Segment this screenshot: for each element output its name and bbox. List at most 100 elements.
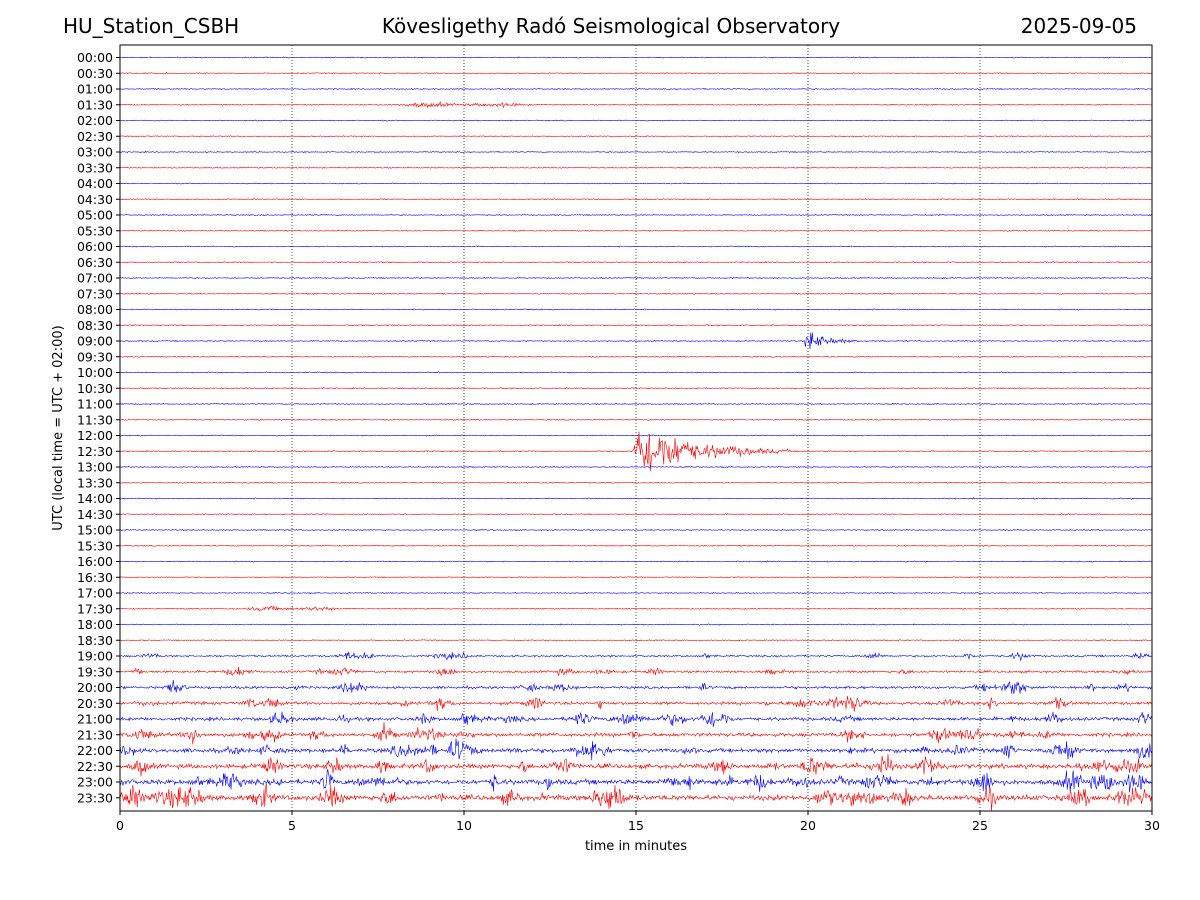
y-tick-label: 07:30 — [77, 286, 113, 301]
trace-0630 — [119, 260, 1153, 264]
y-tick-label: 13:30 — [77, 475, 113, 490]
y-tick-label: 00:00 — [77, 50, 113, 65]
y-tick-label: 18:00 — [77, 617, 113, 632]
x-tick-label: 10 — [456, 818, 472, 833]
y-tick-label: 04:30 — [77, 192, 113, 207]
y-tick-label: 01:30 — [77, 97, 113, 112]
y-tick-label: 07:00 — [77, 271, 113, 286]
trace-1400 — [119, 497, 1153, 500]
trace-1100 — [119, 402, 1153, 406]
y-tick-label: 13:00 — [77, 460, 113, 475]
y-tick-label: 04:00 — [77, 176, 113, 191]
trace-2030 — [119, 696, 1153, 712]
trace-0100 — [119, 87, 1153, 91]
trace-1130 — [119, 418, 1153, 421]
y-tick-label: 10:30 — [77, 381, 113, 396]
station-name: HU_Station_CSBH — [63, 14, 240, 38]
y-tick-label: 05:00 — [77, 208, 113, 223]
y-tick-label: 15:00 — [77, 523, 113, 538]
trace-2230 — [119, 753, 1153, 777]
y-tick-label: 21:30 — [77, 727, 113, 742]
trace-1200 — [119, 434, 1153, 437]
trace-1500 — [119, 528, 1153, 532]
y-tick-label: 17:30 — [77, 601, 113, 616]
trace-1830 — [119, 639, 1153, 642]
x-tick-label: 30 — [1144, 818, 1160, 833]
y-tick-label: 03:30 — [77, 160, 113, 175]
y-tick-label: 20:30 — [77, 696, 113, 711]
y-tick-label: 22:30 — [77, 759, 113, 774]
y-tick-label: 21:00 — [77, 712, 113, 727]
y-tick-label: 15:30 — [77, 538, 113, 553]
trace-1300 — [119, 465, 1153, 469]
grid-lines — [291, 45, 981, 811]
y-tick-label: 03:00 — [77, 145, 113, 160]
trace-0600 — [119, 245, 1153, 248]
y-tick-label: 09:00 — [77, 334, 113, 349]
trace-1030 — [119, 386, 1153, 390]
y-tick-label: 11:30 — [77, 412, 113, 427]
trace-0800 — [119, 308, 1153, 311]
trace-1330 — [119, 481, 1153, 484]
trace-0430 — [119, 197, 1153, 201]
trace-2100 — [119, 711, 1153, 727]
y-tick-label: 18:30 — [77, 633, 113, 648]
x-axis-label: time in minutes — [585, 839, 687, 854]
observatory-title: Kövesligethy Radó Seismological Observat… — [381, 14, 841, 38]
trace-0200 — [119, 119, 1153, 122]
trace-2130 — [119, 722, 1153, 745]
trace-2300 — [119, 769, 1153, 793]
trace-1000 — [119, 371, 1153, 374]
y-tick-label: 19:30 — [77, 664, 113, 679]
y-tick-label: 09:30 — [77, 349, 113, 364]
trace-1630 — [119, 576, 1153, 579]
x-axis: 0 5 10 15 20 25 30 — [116, 811, 1160, 833]
trace-0900 — [119, 332, 1153, 350]
plot-date: 2025-09-05 — [1020, 14, 1137, 38]
y-tick-label: 08:30 — [77, 318, 113, 333]
y-tick-label: 01:00 — [77, 82, 113, 97]
x-tick-label: 5 — [288, 818, 296, 833]
y-tick-label: 23:00 — [77, 775, 113, 790]
y-tick-label: 02:30 — [77, 129, 113, 144]
y-tick-label: 08:00 — [77, 302, 113, 317]
y-tick-label: 06:00 — [77, 239, 113, 254]
y-tick-label: 06:30 — [77, 255, 113, 270]
y-tick-label: 12:30 — [77, 444, 113, 459]
trace-1800 — [119, 623, 1153, 626]
trace-1900 — [119, 651, 1153, 662]
x-tick-label: 20 — [800, 818, 816, 833]
y-tick-label: 16:30 — [77, 570, 113, 585]
y-tick-label: 02:00 — [77, 113, 113, 128]
trace-0300 — [119, 150, 1153, 154]
x-tick-label: 0 — [116, 818, 124, 833]
trace-0330 — [119, 166, 1153, 169]
y-tick-label: 14:30 — [77, 507, 113, 522]
y-tick-label: 00:30 — [77, 66, 113, 81]
y-tick-label: 17:00 — [77, 586, 113, 601]
y-tick-label: 11:00 — [77, 397, 113, 412]
y-tick-label: 10:00 — [77, 365, 113, 380]
y-tick-label: 14:00 — [77, 491, 113, 506]
trace-1230 — [119, 431, 1153, 472]
trace-2000 — [119, 679, 1153, 694]
trace-0500 — [119, 213, 1153, 217]
trace-0230 — [119, 135, 1153, 138]
trace-0130 — [119, 101, 1153, 109]
trace-0730 — [119, 292, 1153, 295]
trace-1700 — [119, 591, 1153, 595]
trace-2330 — [119, 782, 1153, 811]
y-tick-label: 12:00 — [77, 428, 113, 443]
y-tick-label: 16:00 — [77, 554, 113, 569]
y-tick-label: 05:30 — [77, 223, 113, 238]
trace-0930 — [119, 355, 1153, 358]
x-tick-label: 25 — [972, 818, 988, 833]
trace-0030 — [119, 72, 1153, 75]
trace-1930 — [119, 666, 1153, 677]
trace-1530 — [119, 544, 1153, 547]
x-tick-label: 15 — [628, 818, 644, 833]
y-axis-label: UTC (local time = UTC + 02:00) — [51, 325, 66, 530]
trace-1430 — [119, 513, 1153, 516]
trace-1600 — [119, 560, 1153, 563]
